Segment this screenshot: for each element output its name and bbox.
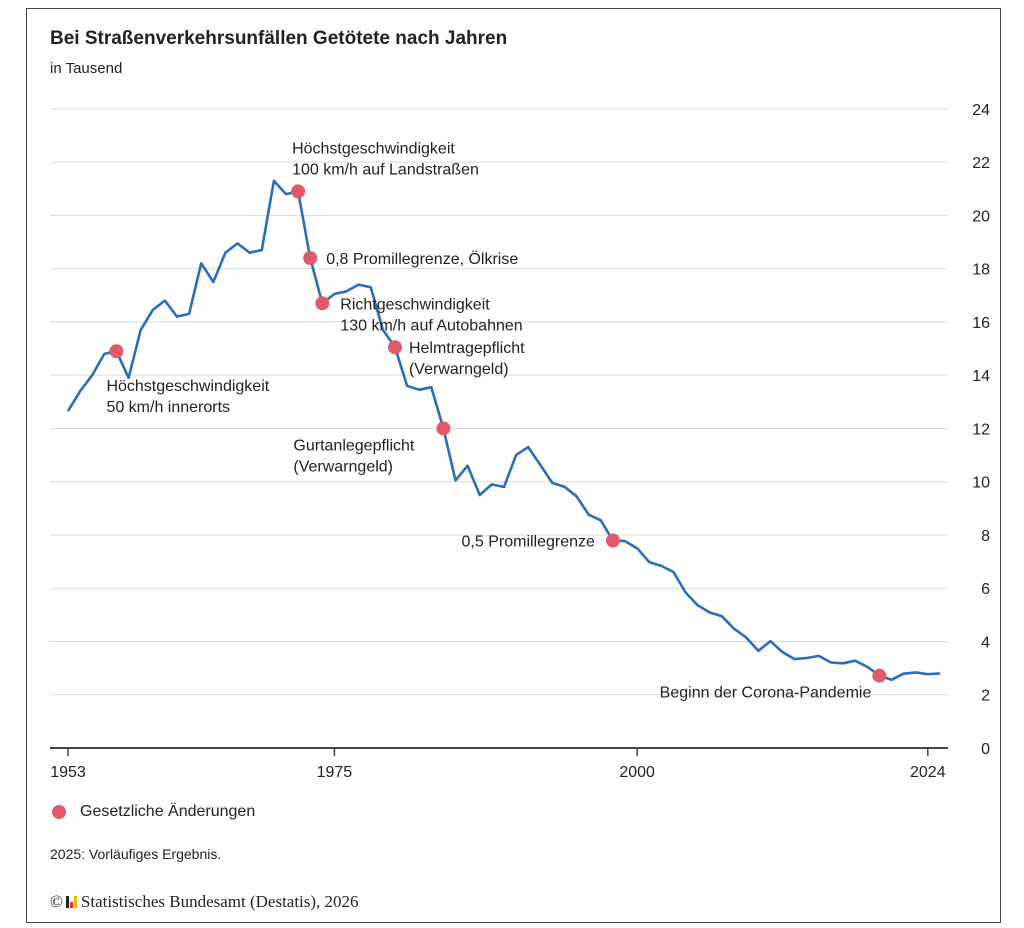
x-tick-label: 2000 — [619, 764, 655, 781]
annotation-label: 50 km/h innerorts — [106, 399, 230, 416]
footnote: 2025: Vorläufiges Ergebnis. — [50, 846, 222, 862]
x-tick-label: 1975 — [317, 764, 353, 781]
destatis-logo-icon — [65, 896, 77, 908]
event-marker — [109, 344, 124, 359]
source-text: Statistisches Bundesamt (Destatis), 2026 — [80, 892, 359, 911]
annotation-label: Gurtanlegepflicht — [293, 437, 415, 454]
y-tick-label: 10 — [972, 475, 990, 492]
y-tick-label: 4 — [981, 634, 990, 651]
event-marker — [387, 340, 402, 355]
annotation-label: Helmtragepflicht — [409, 340, 525, 357]
annotation-label: Richtgeschwindigkeit — [340, 296, 490, 313]
y-tick-label: 12 — [972, 421, 990, 438]
annotation-label: 0,5 Promillegrenze — [462, 534, 596, 551]
annotation-label: 0,8 Promillegrenze, Ölkrise — [326, 250, 518, 268]
y-tick-label: 20 — [972, 208, 990, 225]
legend-marker-icon — [52, 805, 66, 819]
chart-frame — [26, 8, 1001, 923]
y-tick-label: 2 — [981, 688, 990, 705]
event-marker — [315, 296, 330, 311]
y-tick-label: 22 — [972, 155, 990, 172]
annotation-label: Höchstgeschwindigkeit — [106, 378, 269, 395]
y-tick-label: 14 — [972, 368, 990, 385]
event-marker — [872, 668, 887, 683]
y-tick-label: 0 — [981, 741, 990, 758]
event-marker — [291, 184, 306, 199]
y-tick-label: 16 — [972, 315, 990, 332]
annotation-label: Beginn der Corona-Pandemie — [660, 685, 872, 702]
event-marker — [605, 533, 620, 548]
x-tick-label: 2024 — [910, 764, 946, 781]
y-tick-label: 18 — [972, 262, 990, 279]
annotation-label: Höchstgeschwindigkeit — [292, 140, 455, 157]
annotation-label: 100 km/h auf Landstraßen — [292, 161, 479, 178]
chart-subtitle: in Tausend — [50, 60, 123, 77]
annotation-label: (Verwarngeld) — [409, 361, 509, 378]
source-credit: © Statistisches Bundesamt (Destatis), 20… — [50, 892, 359, 912]
x-tick-label: 1953 — [50, 764, 86, 781]
copyright-symbol: © — [50, 892, 63, 911]
y-tick-label: 8 — [981, 528, 990, 545]
chart-title: Bei Straßenverkehrsunfällen Getötete nac… — [50, 28, 508, 49]
annotation-label: 130 km/h auf Autobahnen — [340, 317, 522, 334]
data-line-series — [66, 179, 940, 682]
event-marker — [436, 421, 451, 436]
event-marker — [303, 251, 318, 266]
legend-label: Gesetzliche Änderungen — [80, 803, 256, 820]
annotation-label: (Verwarngeld) — [293, 458, 393, 475]
legend: Gesetzliche Änderungen — [52, 803, 255, 821]
y-tick-label: 6 — [981, 581, 990, 598]
y-tick-label: 24 — [972, 102, 990, 119]
